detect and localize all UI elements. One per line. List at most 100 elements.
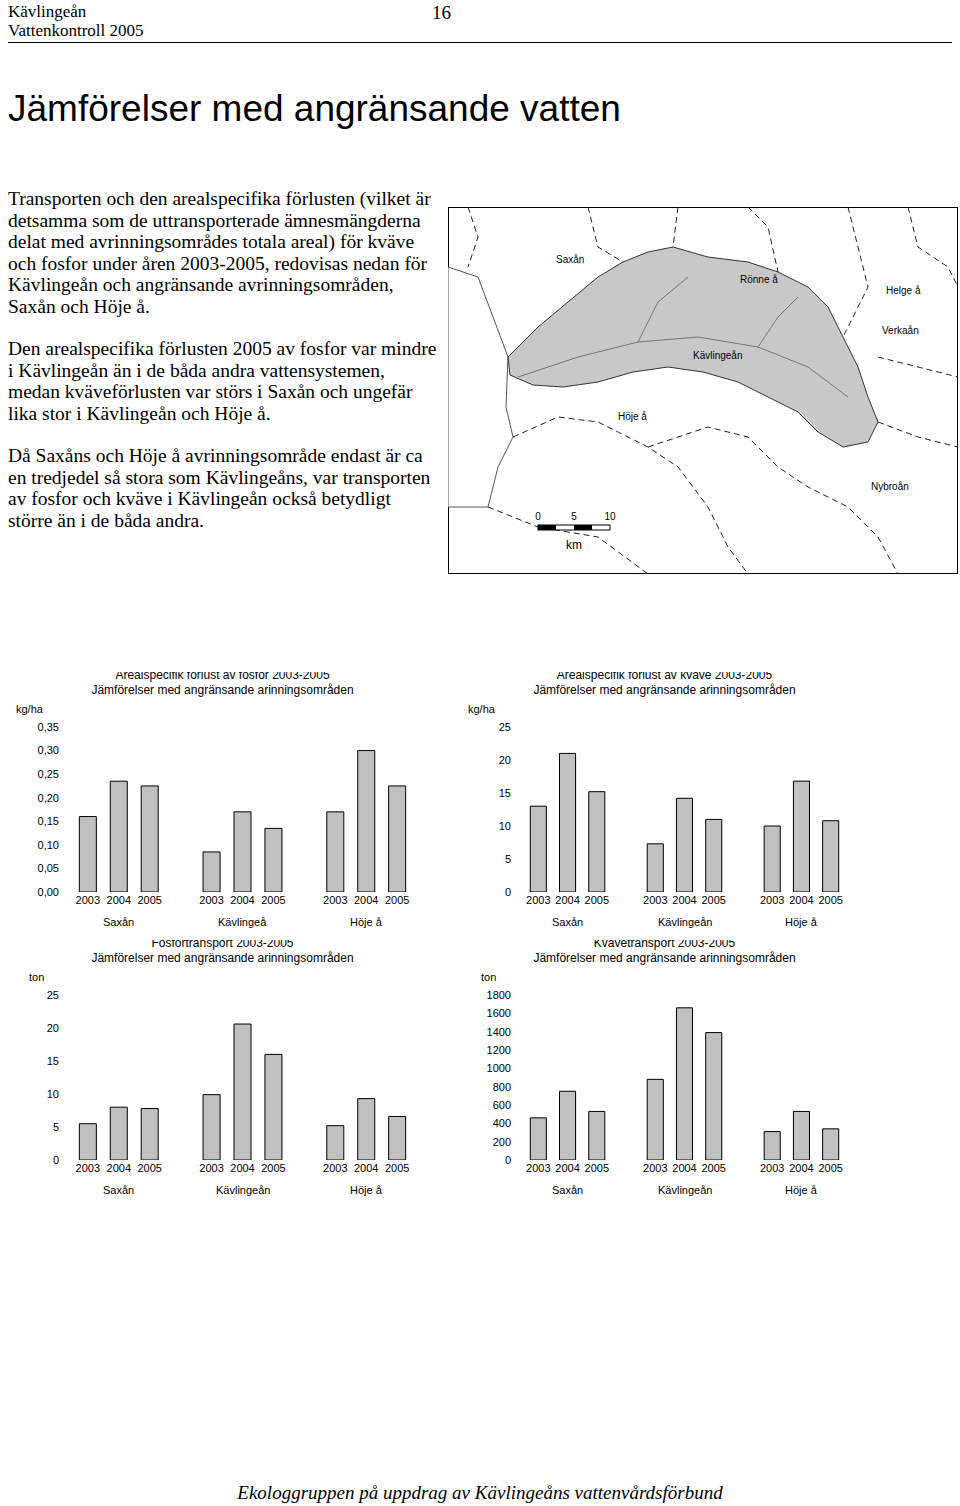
svg-text:ton: ton — [481, 971, 496, 983]
svg-text:2005: 2005 — [818, 894, 842, 906]
svg-text:2003: 2003 — [643, 1162, 667, 1174]
svg-text:2005: 2005 — [585, 894, 609, 906]
svg-text:0,10: 0,10 — [38, 839, 59, 851]
svg-text:0,35: 0,35 — [38, 721, 59, 733]
svg-text:5: 5 — [505, 853, 511, 865]
svg-text:2005: 2005 — [261, 894, 285, 906]
svg-text:Höje å: Höje å — [785, 916, 818, 928]
svg-text:200: 200 — [493, 1136, 511, 1148]
svg-text:Kävlingeå: Kävlingeå — [218, 916, 267, 928]
svg-text:10: 10 — [604, 511, 616, 522]
svg-text:1400: 1400 — [487, 1026, 511, 1038]
svg-text:2003: 2003 — [526, 894, 550, 906]
svg-text:1000: 1000 — [487, 1062, 511, 1074]
svg-text:2004: 2004 — [789, 1162, 813, 1174]
svg-text:2003: 2003 — [199, 894, 223, 906]
svg-text:15: 15 — [499, 787, 511, 799]
svg-text:0,15: 0,15 — [38, 815, 59, 827]
html-text:Den arealspecifika förlusten 2: Den arealspecifika förlusten 2005 av fos… — [8, 338, 437, 424]
svg-text:Saxån: Saxån — [103, 1184, 134, 1196]
svg-text:0: 0 — [505, 1154, 511, 1166]
html-text:Då Saxåns och Höje å avrinning: Då Saxåns och Höje å avrinningsområde en… — [8, 445, 431, 531]
svg-text:Saxån: Saxån — [552, 916, 583, 928]
svg-text:2003: 2003 — [526, 1162, 550, 1174]
svg-text:25: 25 — [499, 721, 511, 733]
svg-text:km: km — [566, 538, 582, 552]
svg-text:2003: 2003 — [76, 894, 100, 906]
svg-text:Kvävetransport 2003-2005Jämför: Kvävetransport 2003-2005Jämförelser med … — [533, 940, 795, 965]
svg-text:2003: 2003 — [199, 1162, 223, 1174]
svg-text:2004: 2004 — [230, 1162, 254, 1174]
svg-text:2004: 2004 — [672, 894, 696, 906]
svg-text:20: 20 — [47, 1022, 59, 1034]
svg-text:2005: 2005 — [818, 1162, 842, 1174]
svg-text:2005: 2005 — [385, 894, 409, 906]
svg-text:10: 10 — [499, 820, 511, 832]
svg-text:Höje å: Höje å — [618, 411, 647, 422]
svg-text:2004: 2004 — [354, 894, 378, 906]
svg-text:20: 20 — [499, 754, 511, 766]
svg-text:2003: 2003 — [760, 1162, 784, 1174]
svg-text:2003: 2003 — [760, 894, 784, 906]
svg-text:0: 0 — [505, 886, 511, 898]
svg-text:0: 0 — [53, 1154, 59, 1166]
svg-text:15: 15 — [47, 1055, 59, 1067]
svg-text:Kävlingeån: Kävlingeån — [216, 1184, 270, 1196]
svg-text:ton: ton — [29, 971, 44, 983]
svg-text:Rönne å: Rönne å — [740, 274, 778, 285]
svg-text:2003: 2003 — [323, 894, 347, 906]
svg-text:2005: 2005 — [137, 894, 161, 906]
svg-text:600: 600 — [493, 1099, 511, 1111]
svg-text:2005: 2005 — [585, 1162, 609, 1174]
svg-text:Kävlingeån: Kävlingeån — [693, 350, 742, 361]
svg-text:1800: 1800 — [487, 989, 511, 1001]
svg-text:25: 25 — [47, 989, 59, 1001]
svg-text:Arealspecifik förlust av fosfo: Arealspecifik förlust av fosfor 2003-200… — [91, 672, 353, 697]
svg-text:0,25: 0,25 — [38, 768, 59, 780]
svg-text:2004: 2004 — [555, 894, 579, 906]
svg-text:2005: 2005 — [701, 894, 725, 906]
svg-text:5: 5 — [571, 511, 577, 522]
svg-text:1600: 1600 — [487, 1007, 511, 1019]
svg-text:800: 800 — [493, 1081, 511, 1093]
svg-text:Kävlingeån: Kävlingeån — [658, 1184, 712, 1196]
svg-text:Saxån: Saxån — [552, 1184, 583, 1196]
svg-text:kg/ha: kg/ha — [468, 703, 496, 715]
svg-text:Saxån: Saxån — [556, 254, 584, 265]
svg-text:2005: 2005 — [385, 1162, 409, 1174]
svg-text:2005: 2005 — [261, 1162, 285, 1174]
svg-text:2004: 2004 — [230, 894, 254, 906]
svg-text:2004: 2004 — [555, 1162, 579, 1174]
svg-text:Saxån: Saxån — [103, 916, 134, 928]
svg-text:Nybroån: Nybroån — [871, 481, 909, 492]
svg-text:2004: 2004 — [789, 894, 813, 906]
svg-text:0,00: 0,00 — [38, 886, 59, 898]
svg-text:2004: 2004 — [354, 1162, 378, 1174]
svg-text:kg/ha: kg/ha — [16, 703, 44, 715]
svg-text:0,30: 0,30 — [38, 744, 59, 756]
svg-text:2003: 2003 — [643, 894, 667, 906]
svg-text:2005: 2005 — [701, 1162, 725, 1174]
svg-text:Höje å: Höje å — [350, 1184, 383, 1196]
svg-text:2003: 2003 — [76, 1162, 100, 1174]
svg-text:0,20: 0,20 — [38, 792, 59, 804]
svg-text:2004: 2004 — [107, 894, 131, 906]
svg-text:Kävlingeån: Kävlingeån — [658, 916, 712, 928]
svg-text:Höje å: Höje å — [785, 1184, 818, 1196]
svg-text:5: 5 — [53, 1121, 59, 1133]
svg-text:0,05: 0,05 — [38, 862, 59, 874]
svg-text:2004: 2004 — [107, 1162, 131, 1174]
svg-text:Verkaån: Verkaån — [882, 325, 919, 336]
html-text:Transporten och den arealspeci: Transporten och den arealspecifika förlu… — [8, 188, 431, 317]
svg-text:2004: 2004 — [672, 1162, 696, 1174]
svg-text:400: 400 — [493, 1117, 511, 1129]
svg-text:2003: 2003 — [323, 1162, 347, 1174]
svg-text:Höje å: Höje å — [350, 916, 383, 928]
svg-text:10: 10 — [47, 1088, 59, 1100]
svg-text:2005: 2005 — [137, 1162, 161, 1174]
svg-text:Helge å: Helge å — [886, 285, 921, 296]
svg-text:Arealspecifik förlust av kväve: Arealspecifik förlust av kväve 2003-2005… — [533, 672, 795, 697]
svg-text:0: 0 — [535, 511, 541, 522]
svg-text:Fosfortransport 2003-2005Jämfö: Fosfortransport 2003-2005Jämförelser med… — [91, 940, 353, 965]
svg-text:1200: 1200 — [487, 1044, 511, 1056]
